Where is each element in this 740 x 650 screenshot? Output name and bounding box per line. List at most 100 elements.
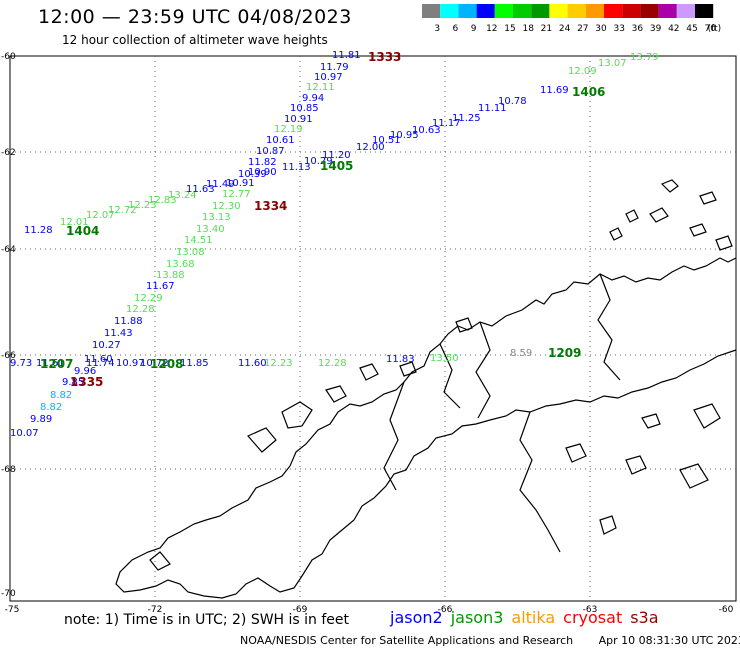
- legend-swatch-24: [549, 4, 568, 18]
- wave-height-reading: 11.83: [386, 354, 415, 365]
- wave-height-reading: 11.11: [478, 103, 507, 114]
- legend-label: 15: [504, 24, 515, 34]
- credit-timestamp: Apr 10 08:31:30 UTC 2023: [598, 634, 740, 647]
- wave-height-reading: 11.74: [86, 358, 115, 369]
- note-text: note: 1) Time is in UTC; 2) SWH is in fe…: [64, 612, 350, 628]
- legend-label: 3: [434, 24, 440, 34]
- color-legend: 3 6 9 12 15 18 21 24 27 30 33 36 39 42 45 70(ft): [422, 4, 722, 34]
- legend-label: 9: [471, 24, 477, 34]
- wave-height-reading: 12.28: [318, 358, 347, 369]
- pass-number-1405: 1405: [320, 159, 353, 173]
- legend-swatch-42: [658, 4, 677, 18]
- wave-height-reading: 10.90: [248, 167, 277, 178]
- wave-height-reading: 11.20: [322, 150, 351, 161]
- lon-tick-label: -66: [438, 605, 453, 615]
- wave-height-reading: 8.82: [50, 390, 72, 401]
- wave-height-reading: 12.11: [306, 82, 335, 93]
- wave-height-reading: 10.63: [412, 125, 441, 136]
- wave-height-reading: 13.08: [176, 247, 205, 258]
- legend-label: 36: [632, 24, 644, 34]
- legend-swatch-39: [640, 4, 659, 18]
- wave-height-reading: 13.50: [430, 353, 459, 364]
- legend-swatch-18: [513, 4, 532, 18]
- legend-swatch-12: [476, 4, 495, 18]
- coastline: [115, 179, 737, 599]
- legend-swatch-3: [422, 4, 441, 18]
- lat-tick-label: -60: [1, 52, 16, 62]
- wave-height-reading: 11.63: [186, 184, 215, 195]
- wave-height-reading: 13.79: [630, 52, 659, 63]
- wave-height-reading: 9.85: [62, 377, 84, 388]
- wave-height-reading: 9.94: [302, 93, 324, 104]
- wave-height-reading: 13.07: [598, 58, 627, 69]
- lon-tick-label: -63: [583, 605, 598, 615]
- lon-tick-label: -72: [148, 605, 163, 615]
- legend-swatch-36: [622, 4, 641, 18]
- legend-label: 42: [668, 24, 679, 34]
- wave-height-reading: 13.13: [202, 212, 231, 223]
- legend-swatch-30: [585, 4, 604, 18]
- wave-height-reading: 11.28: [24, 225, 53, 236]
- satellite-cryosat: cryosat: [563, 608, 623, 627]
- wave-height-reading: 12.23: [264, 358, 293, 369]
- lat-tick-label: -66: [1, 351, 16, 361]
- wave-height-reading: 10.97: [314, 72, 343, 83]
- wave-height-reading: 12.07: [86, 210, 115, 221]
- legend-unit: (ft): [708, 24, 722, 34]
- altimeter-tracks: 11.8111.7910.9712.119.9410.8510.9112.191…: [10, 50, 659, 439]
- legend-swatch-70: [695, 4, 714, 18]
- wave-height-reading: 12.09: [568, 66, 597, 77]
- wave-height-reading: 12.00: [356, 142, 385, 153]
- lon-tick-label: -60: [719, 605, 734, 615]
- credit-line: NOAA/NESDIS Center for Satellite Applica…: [240, 634, 740, 647]
- lon-tick-label: -69: [293, 605, 308, 615]
- legend-label: 27: [577, 24, 588, 34]
- legend-label: 21: [541, 24, 552, 34]
- wave-height-reading: 11.60: [84, 354, 113, 365]
- legend-swatch-21: [531, 4, 550, 18]
- wave-height-reading: 12.29: [134, 293, 163, 304]
- graticule: [10, 56, 736, 601]
- pass-labels: 1333 1334 1335 1404 1405 1406 1207 1208 1209: [40, 50, 605, 389]
- pass-number-1333: 1333: [368, 50, 401, 64]
- wave-height-reading: 12.23: [128, 200, 157, 211]
- wave-height-reading: 10.91: [226, 178, 255, 189]
- credit-org: NOAA/NESDIS Center for Satellite Applica…: [240, 634, 574, 647]
- pass-number-1404: 1404: [66, 224, 99, 238]
- legend-swatch-6: [440, 4, 459, 18]
- axis-ticks: -60 -62 -64 -66 -68 -70 -75 -72 -69 -66 -63 -60: [1, 52, 734, 615]
- satellite-jason2: jason2: [390, 608, 443, 627]
- wave-height-reading: 11.25: [452, 113, 481, 124]
- wave-height-reading: 12.72: [108, 205, 137, 216]
- wave-height-reading: 11.17: [432, 118, 461, 129]
- legend-label: 6: [453, 24, 459, 34]
- wave-height-reading: 13.68: [166, 259, 195, 270]
- satellite-jason3: jason3: [450, 608, 504, 627]
- wave-height-reading: 9.73: [10, 358, 32, 369]
- wave-height-reading: 11.82: [248, 157, 277, 168]
- wave-height-reading: 10.29: [304, 156, 333, 167]
- wave-height-reading: 10.72: [140, 358, 169, 369]
- pass-number-1208: 1208: [150, 357, 183, 371]
- wave-height-reading: 11.43: [104, 328, 133, 339]
- wave-height-reading: 11.85: [180, 358, 209, 369]
- legend-label: 18: [522, 24, 534, 34]
- wave-height-reading: 13.24: [168, 190, 197, 201]
- wave-height-reading: 11.61: [36, 358, 65, 369]
- legend-swatch-9: [458, 4, 477, 18]
- wave-height-reading: 12.19: [274, 124, 303, 135]
- wave-height-reading: 8.82: [40, 402, 62, 413]
- wave-height-reading: 11.67: [146, 281, 175, 292]
- wave-height-reading: 9.89: [30, 414, 52, 425]
- wave-height-reading: 10.97: [116, 358, 145, 369]
- lon-tick-label: -75: [5, 605, 20, 615]
- wave-height-reading: 10.61: [266, 135, 295, 146]
- wave-height-reading: 10.27: [92, 340, 121, 351]
- lat-tick-label: -68: [1, 465, 16, 475]
- wave-height-reading: 13.40: [196, 224, 225, 235]
- wave-height-reading: 11.69: [540, 85, 569, 96]
- satellite-s3a: s3a: [630, 608, 659, 627]
- wave-height-reading: 12.77: [222, 189, 251, 200]
- satellite-altika: altika: [511, 608, 556, 627]
- legend-swatch-45: [676, 4, 695, 18]
